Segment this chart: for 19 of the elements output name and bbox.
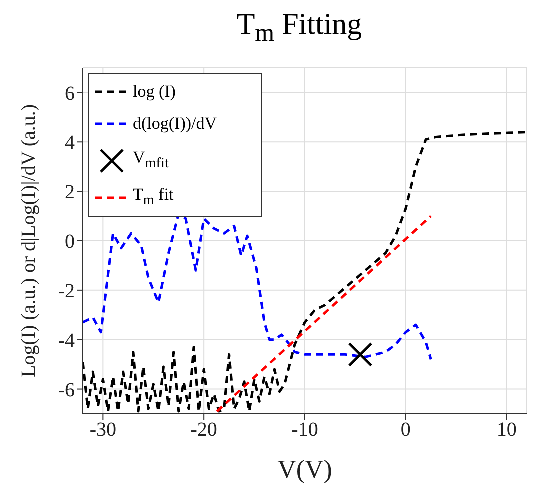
y-tick-label: 0 [65,231,75,254]
y-tick-label: -6 [58,379,75,402]
legend-label: T$_{m}$ fit [133,185,174,211]
x-tick-label: 0 [400,419,411,442]
legend-label: d(log(I))/dV [133,114,218,134]
x-tick-label: -30 [90,419,117,442]
legend-label: log (I) [133,82,176,102]
y-tick-label: 4 [65,132,75,154]
x-tick-label: -20 [190,419,218,442]
y-tick-label: 2 [65,182,75,204]
x-tick-label: -10 [292,419,318,442]
y-tick-label: 6 [65,82,75,105]
legend-label: V$_{mfit}$ [133,148,169,174]
y-axis-title: Log(I) (a.u.) or d|Log(I)|/dV (a.u.) [18,104,40,378]
x-tick-label: 10 [496,419,517,442]
chart-title: T$_{m}$ Fitting [236,8,364,49]
y-tick-label: -4 [58,330,75,352]
x-axis-title: V(V) [278,455,332,484]
y-tick-label: -2 [58,280,75,303]
